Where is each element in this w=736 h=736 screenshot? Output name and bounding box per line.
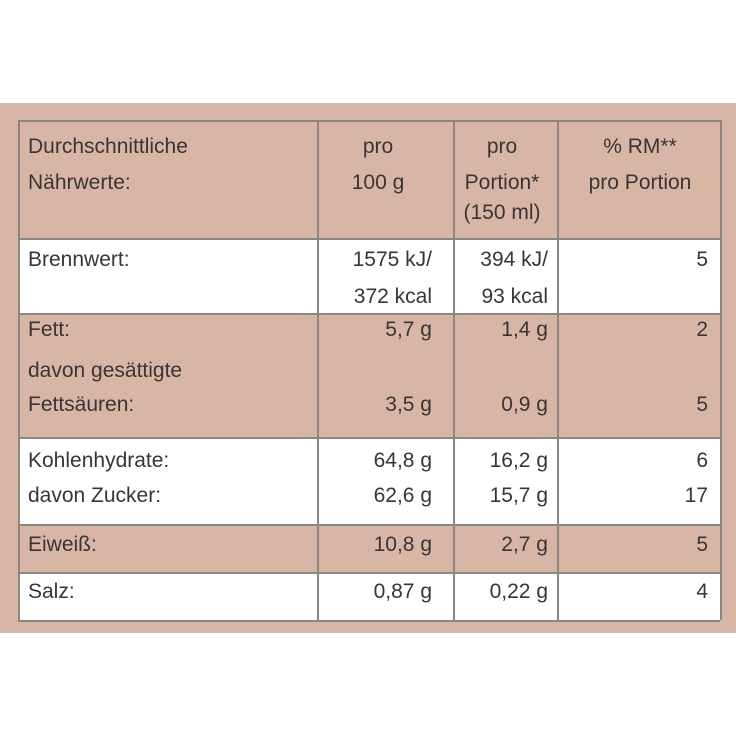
nutrient-value: 372 kcal [353, 285, 432, 308]
row-band [18, 572, 720, 620]
column-border [453, 120, 455, 620]
row-border [18, 238, 720, 240]
nutrient-value: 1575 kJ/ [352, 248, 432, 271]
nutrient-value: 4 [696, 580, 708, 603]
column-border [18, 120, 20, 620]
header-text: pro [486, 135, 518, 158]
nutrient-value: 93 kcal [481, 285, 548, 308]
header-text: Portion* [464, 171, 540, 194]
nutrient-value: 10,8 g [373, 533, 432, 556]
header-text: (150 ml) [463, 201, 541, 224]
row-border [18, 524, 720, 526]
nutrient-name: Salz: [28, 580, 75, 603]
nutrient-value: 0,22 g [489, 580, 548, 603]
nutrient-name: Fettsäuren: [28, 393, 135, 416]
row-border [18, 313, 720, 315]
nutrient-value: 5 [696, 533, 708, 556]
row-border [18, 572, 720, 574]
column-border [557, 120, 559, 620]
nutrient-value: 64,8 g [373, 449, 432, 472]
nutrient-value: 394 kJ/ [480, 248, 548, 271]
nutrient-value: 0,9 g [501, 393, 548, 416]
nutrient-name: Kohlenhydrate: [28, 449, 170, 472]
nutrient-value: 0,87 g [373, 580, 432, 603]
header-text: 100 g [351, 171, 405, 194]
nutrient-name: Eiweiß: [28, 533, 97, 556]
nutrient-value: 5,7 g [385, 318, 432, 341]
row-band [18, 437, 720, 524]
nutrient-name: Fett: [28, 318, 71, 341]
nutrient-value: 5 [696, 248, 708, 271]
nutrient-value: 16,2 g [489, 449, 548, 472]
header-text: pro Portion [588, 171, 692, 194]
row-border [18, 437, 720, 439]
header-band [18, 120, 720, 238]
nutrient-name: davon Zucker: [28, 484, 162, 507]
row-border [18, 120, 720, 122]
nutrient-value: 15,7 g [489, 484, 548, 507]
header-text: Nährwerte: [28, 171, 131, 194]
header-text: pro [362, 135, 394, 158]
nutrient-name: davon gesättigte [28, 359, 183, 382]
row-band [18, 238, 720, 313]
row-border [18, 620, 720, 622]
column-border [720, 120, 722, 620]
column-border [317, 120, 319, 620]
header-text: Durchschnittliche [28, 135, 188, 158]
nutrient-name: Brennwert: [28, 248, 130, 271]
nutrient-value: 1,4 g [501, 318, 548, 341]
nutrient-value: 5 [696, 393, 708, 416]
nutrient-value: 2,7 g [501, 533, 548, 556]
row-band [18, 524, 720, 572]
nutrient-value: 2 [696, 318, 708, 341]
nutrient-value: 62,6 g [373, 484, 432, 507]
nutrient-value: 17 [684, 484, 708, 507]
nutrient-value: 3,5 g [385, 393, 432, 416]
header-text: % RM** [603, 135, 677, 158]
row-band [18, 313, 720, 437]
nutrient-value: 6 [696, 449, 708, 472]
